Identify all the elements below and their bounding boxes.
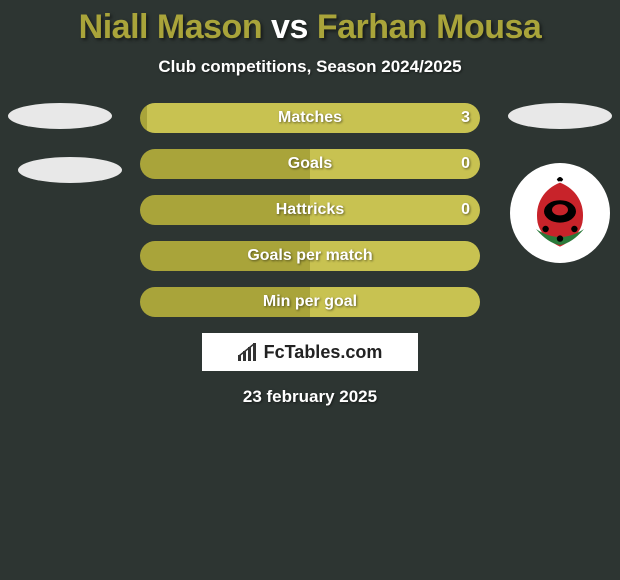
page-title: Niall Mason vs Farhan Mousa [0, 0, 620, 47]
logo-box[interactable]: FcTables.com [202, 333, 418, 371]
stat-bar-row: Hattricks0 [140, 195, 480, 225]
stat-bar-label: Min per goal [140, 287, 480, 317]
stat-bar-label: Hattricks [140, 195, 480, 225]
decor-ellipse [508, 103, 612, 129]
stat-bar-row: Goals0 [140, 149, 480, 179]
stat-bar-label: Goals per match [140, 241, 480, 271]
stat-bar-label: Goals [140, 149, 480, 179]
stat-bar-row: Matches3 [140, 103, 480, 133]
decor-ellipse [8, 103, 112, 129]
stat-bars: Matches3Goals0Hattricks0Goals per matchM… [140, 103, 480, 317]
decor-ellipse [18, 157, 122, 183]
date-label: 23 february 2025 [0, 387, 620, 407]
club-badge-icon [520, 173, 600, 253]
stat-bar-label: Matches [140, 103, 480, 133]
stat-bar-row: Min per goal [140, 287, 480, 317]
logo-text: FcTables.com [238, 342, 383, 363]
stat-bar-value-right: 0 [461, 149, 470, 179]
stat-bar-value-right: 0 [461, 195, 470, 225]
logo-label: FcTables.com [264, 342, 383, 363]
stats-area: Matches3Goals0Hattricks0Goals per matchM… [0, 103, 620, 317]
title-player1: Niall Mason [79, 8, 262, 46]
chart-bars-icon [238, 343, 260, 361]
stat-bar-row: Goals per match [140, 241, 480, 271]
stat-bar-value-right: 3 [461, 103, 470, 133]
subtitle: Club competitions, Season 2024/2025 [0, 57, 620, 77]
title-player2: Farhan Mousa [317, 8, 541, 46]
title-vs: vs [262, 8, 317, 46]
club-badge [510, 163, 610, 263]
